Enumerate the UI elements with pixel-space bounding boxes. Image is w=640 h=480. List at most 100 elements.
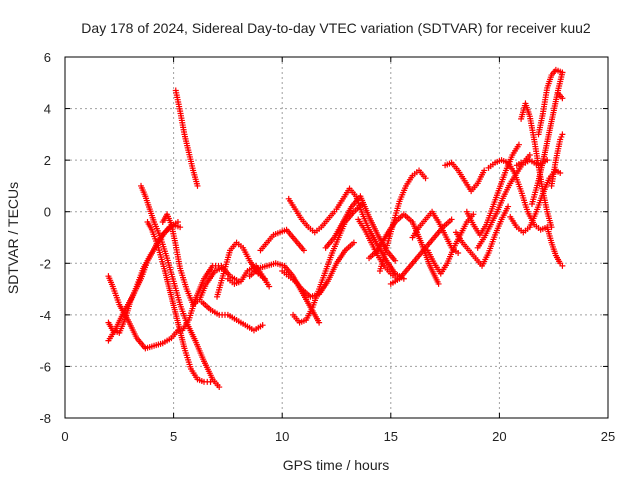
- data-point-trail: [272, 230, 281, 238]
- data-point-trail: [490, 187, 502, 208]
- data-point-trail: [135, 336, 147, 350]
- data-point-trail: [356, 218, 367, 231]
- series-4: [138, 182, 223, 391]
- data-point-trail: [106, 275, 115, 288]
- data-point: [392, 257, 399, 264]
- x-tick-label: 10: [275, 429, 289, 444]
- data-point-trail: [390, 200, 402, 226]
- data-point-trail: [484, 205, 496, 226]
- data-point-trail: [384, 259, 397, 275]
- data-point-trail: [265, 233, 275, 244]
- data-point-trail: [248, 266, 260, 278]
- data-point: [559, 262, 566, 269]
- data-point-trail: [284, 228, 297, 242]
- plot-frame: [64, 56, 609, 419]
- data-point-trail: [145, 220, 154, 231]
- data-point-trail: [304, 306, 315, 321]
- data-point-trail: [227, 313, 238, 322]
- series-22: [387, 216, 455, 287]
- data-point-trail: [299, 290, 313, 309]
- data-point-trail: [367, 215, 380, 236]
- data-point-trail: [417, 169, 427, 180]
- data-point: [559, 131, 566, 138]
- data-point-trail: [404, 174, 415, 187]
- data-point-trail: [160, 213, 169, 224]
- data-point-trail: [233, 279, 242, 287]
- data-point-trail: [415, 246, 428, 260]
- data-point-trail: [334, 249, 347, 265]
- data-point-trail: [266, 260, 277, 269]
- data-point-trail: [450, 161, 460, 172]
- data-point-trail: [469, 182, 480, 193]
- data-point-trail: [367, 228, 380, 247]
- y-tick-label: 4: [44, 102, 51, 117]
- data-point-trail: [168, 295, 181, 324]
- series-7: [172, 87, 201, 189]
- data-point-trail: [235, 318, 247, 327]
- data-point-trail: [257, 263, 268, 271]
- data-point-trail: [535, 151, 548, 182]
- data-point-trail: [406, 256, 419, 270]
- x-tick-label: 0: [61, 429, 68, 444]
- data-point: [505, 203, 512, 210]
- data-point-trail: [293, 238, 306, 252]
- data-point-trail: [544, 74, 554, 89]
- data-point-trail: [130, 277, 144, 298]
- data-point-trail: [227, 277, 236, 286]
- data-point-trail: [522, 225, 531, 234]
- y-axis-label: SDTVAR / TECUs: [5, 182, 21, 294]
- data-point-trail: [110, 285, 122, 306]
- data-point-trail: [358, 195, 372, 218]
- data-point: [455, 249, 462, 256]
- data-point-trail: [495, 195, 506, 213]
- data-point-trail: [319, 218, 330, 229]
- data-point-trail: [531, 138, 542, 166]
- data-point-trail: [197, 283, 209, 301]
- data-point-trail: [193, 277, 207, 301]
- data-point-trail: [411, 169, 420, 177]
- data-point-trail: [389, 272, 399, 281]
- data-point-trail: [211, 378, 221, 389]
- data-point: [526, 151, 533, 158]
- data-point-trail: [508, 215, 519, 229]
- data-point-trail: [515, 161, 525, 174]
- data-point-trail: [323, 252, 335, 272]
- series-16: [290, 200, 366, 326]
- data-point-trail: [202, 264, 215, 280]
- data-point-trail: [482, 223, 493, 239]
- x-tick-label: 15: [384, 429, 398, 444]
- x-axis-label: GPS time / hours: [283, 457, 390, 473]
- data-point-trail: [341, 205, 354, 224]
- data-point-trail: [149, 229, 161, 249]
- data-point-trail: [310, 288, 322, 308]
- data-point: [422, 175, 429, 182]
- data-point-trail: [515, 225, 525, 234]
- data-point-trail: [212, 262, 222, 269]
- data-point-trail: [539, 225, 549, 232]
- data-point-trail: [189, 368, 200, 381]
- data-point-trail: [175, 321, 187, 350]
- data-point-trail: [106, 321, 115, 332]
- data-point-trail: [360, 213, 372, 231]
- data-point: [448, 216, 455, 223]
- data-point-trail: [214, 266, 223, 274]
- data-point: [435, 280, 442, 287]
- series-37: [555, 90, 566, 102]
- data-point: [544, 157, 551, 164]
- data-point-trail: [486, 234, 498, 254]
- data-point-trail: [382, 264, 393, 275]
- data-point-trail: [117, 303, 130, 322]
- data-point-trail: [204, 269, 217, 286]
- data-point-trail: [397, 267, 410, 281]
- data-point-trail: [330, 236, 341, 254]
- data-point-trail: [478, 223, 489, 236]
- data-point-trail: [500, 158, 509, 165]
- data-point-trail: [555, 67, 564, 75]
- data-point-trail: [402, 212, 414, 224]
- data-point-trail: [125, 319, 139, 340]
- data-point-trail: [343, 241, 356, 252]
- data-point-trail: [287, 274, 297, 283]
- data-point-trail: [164, 257, 176, 283]
- data-point: [216, 384, 223, 391]
